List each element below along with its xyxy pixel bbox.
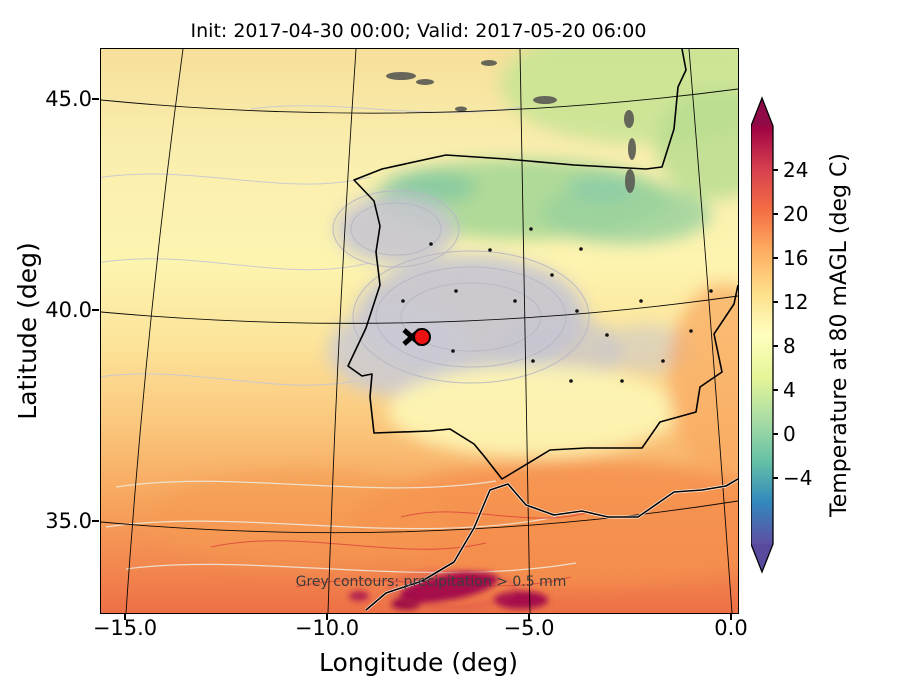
colorbar-extend-top [751, 98, 773, 126]
x-tick-label: 0.0 [714, 616, 748, 640]
precip-contour-note: Grey contours: precipitation > 0.5 mm [295, 574, 567, 590]
colorbar-tick-label: 0 [783, 422, 796, 446]
colorbar-tick-mark [773, 257, 778, 259]
y-axis-tick-mark [92, 520, 99, 522]
x-tick-label: −10.0 [294, 616, 360, 640]
x-tick-label: −15.0 [92, 616, 158, 640]
colorbar-gradient [751, 126, 773, 544]
colorbar-tick-label: 4 [783, 378, 796, 402]
light-contours-south [105, 480, 577, 574]
colorbar-label: Temperature at 80 mAGL (deg C) [827, 153, 852, 517]
plot-title: Init: 2017-04-30 00:00; Valid: 2017-05-2… [190, 20, 647, 42]
y-tick-label: 40.0 [45, 298, 92, 322]
colorbar-outline [751, 96, 774, 574]
colorbar-tick-label: 20 [783, 202, 809, 226]
y-tick-label: 35.0 [45, 509, 92, 533]
graticule [101, 49, 738, 613]
colorbar-tick-mark [773, 169, 778, 171]
colorbar-tick-label: 8 [783, 334, 796, 358]
colorbar-tick-mark [773, 301, 778, 303]
x-axis-tick-mark [124, 613, 126, 620]
colorbar-tick-label: −4 [783, 466, 813, 490]
colorbar-tick-mark [773, 389, 778, 391]
temperature-regions [151, 49, 738, 586]
y-axis-tick-mark [92, 98, 99, 100]
x-axis-tick-mark [326, 613, 328, 620]
y-axis-label: Latitude (deg) [13, 242, 42, 420]
colorbar-tick-mark [773, 345, 778, 347]
iberia-coastline [347, 49, 738, 480]
colorbar-tick-label: 24 [783, 158, 809, 182]
site-marker [402, 328, 431, 346]
map-plot-area: Grey contours: precipitation > 0.5 mm [100, 48, 739, 614]
x-axis-tick-mark [528, 613, 530, 620]
temperature-field-map [101, 49, 738, 613]
red-dot-marker [413, 328, 431, 346]
x-axis-tick-mark [730, 613, 732, 620]
x-axis-label: Longitude (deg) [319, 648, 518, 677]
y-tick-label: 45.0 [45, 87, 92, 111]
x-tick-label: −5.0 [503, 616, 555, 640]
colorbar [751, 96, 774, 574]
colorbar-extend-bottom [751, 544, 773, 572]
colorbar-tick-mark [773, 213, 778, 215]
station-dots [401, 227, 713, 383]
colorbar-tick-label: 16 [783, 246, 809, 270]
colorbar-tick-label: 12 [783, 290, 809, 314]
hot-spots [349, 570, 548, 610]
colorbar-tick-mark [773, 433, 778, 435]
y-axis-tick-mark [92, 309, 99, 311]
dark-cloud-patches [386, 60, 636, 193]
africa-coastline [365, 478, 738, 611]
precipitation-grey-contours [101, 105, 590, 386]
colorbar-tick-mark [773, 477, 778, 479]
